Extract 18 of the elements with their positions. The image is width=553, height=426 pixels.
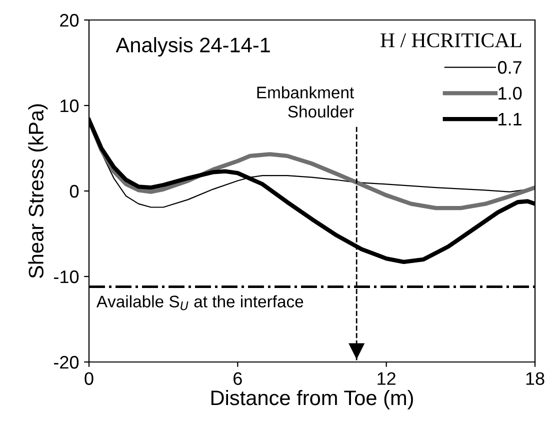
legend-title: H / HCRITICAL (380, 33, 522, 48)
x-axis-title: Distance from Toe (m) (211, 390, 413, 410)
ref-line-label: Available S$_{U}$ at the interface (96, 295, 304, 310)
y-tick-label: 10 (60, 99, 79, 112)
y-tick-label: 0 (70, 184, 79, 198)
ref-line-label: Embankment Shoulder (257, 86, 354, 118)
legend-label: 1.1 (498, 112, 522, 126)
y-axis-title: Shear Stress (kPa) (28, 104, 48, 278)
legend-label: 0.7 (498, 61, 522, 74)
y-tick-label: -20 (54, 356, 79, 369)
x-tick-label: 18 (526, 372, 544, 385)
legend-label: 1.0 (498, 86, 522, 100)
y-tick-label: -10 (54, 270, 79, 284)
annotation: Analysis 24-14-1 (116, 37, 270, 57)
y-tick-label: 20 (60, 14, 79, 27)
x-tick-label: 0 (84, 372, 94, 385)
x-tick-label: 6 (234, 372, 242, 385)
x-tick-label: 12 (378, 372, 396, 385)
